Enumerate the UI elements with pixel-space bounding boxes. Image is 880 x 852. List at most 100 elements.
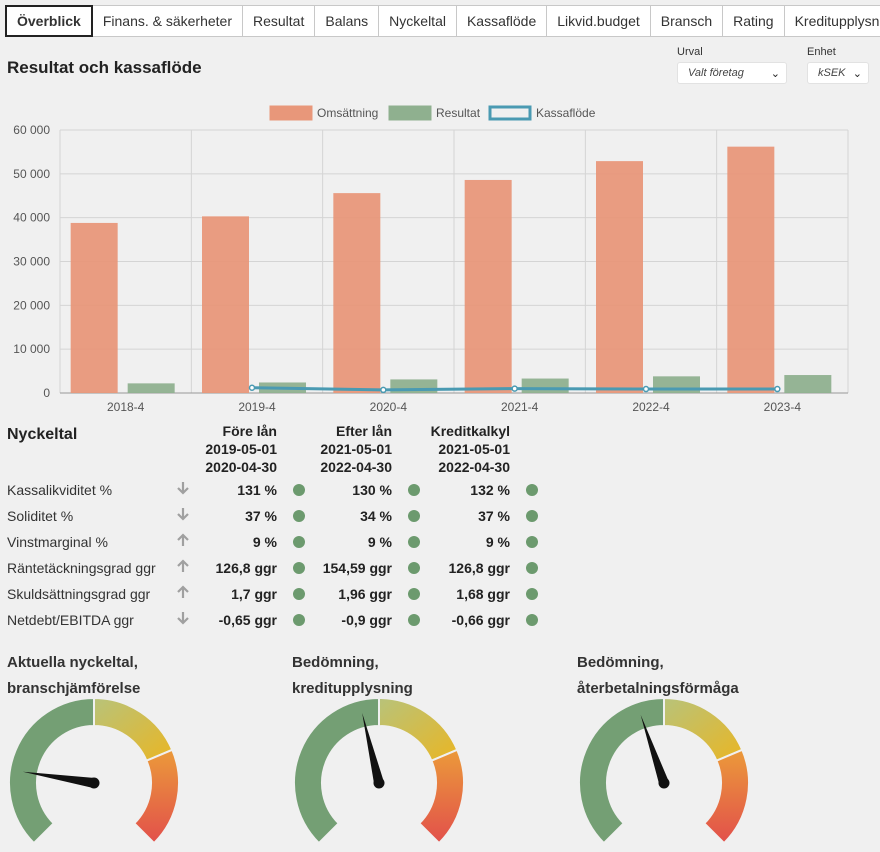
gauge-title-line: kreditupplysning — [292, 680, 413, 697]
tab-kassaflode[interactable]: Kassaflöde — [456, 5, 548, 37]
column-header: Kreditkalkyl 2021-05-01 2022-04-30 — [390, 422, 510, 476]
trend-indicator — [176, 585, 190, 602]
enhet-group: Enhet kSEK ⌄ — [807, 46, 869, 84]
trend-indicator — [176, 611, 190, 628]
chart: 0 10 000 20 000 30 000 40 000 50 000 60 000 201… — [13, 105, 849, 414]
gauge-segment-red — [132, 748, 180, 845]
column-header-to: 2020-04-30 — [205, 459, 277, 475]
tab-nyckeltal[interactable]: Nyckeltal — [379, 5, 457, 37]
x-tick-label: 2021-4 — [501, 400, 539, 414]
column-header-to: 2022-04-30 — [438, 459, 510, 475]
gauge-segment-yellow — [663, 696, 744, 763]
status-dot — [293, 510, 305, 522]
metric-label: Kassalikviditet % — [7, 482, 113, 498]
status-dot — [293, 614, 305, 626]
gauge-title-line: branschjämförelse — [7, 680, 141, 697]
tab-rating[interactable]: Rating — [723, 5, 785, 37]
status-dot — [408, 536, 420, 548]
gauge-segment-red — [702, 748, 750, 845]
gauge-needle — [22, 771, 95, 788]
gauge-segment-green — [578, 696, 665, 845]
gauge-needle — [640, 714, 669, 785]
status-dot — [408, 588, 420, 600]
status-dot — [526, 562, 538, 574]
tab-overblick[interactable]: Överblick — [5, 5, 93, 37]
metric-value: 131 % — [237, 482, 277, 498]
metric-value: 130 % — [352, 482, 392, 498]
tab-kreditupplysning[interactable]: Kreditupplysning — [784, 5, 880, 37]
metric-value: 9 % — [485, 534, 510, 550]
metric-value: -0,9 ggr — [341, 612, 392, 628]
legend-swatch-omsättning — [269, 105, 313, 121]
status-dot — [408, 510, 420, 522]
tab-balans[interactable]: Balans — [315, 5, 380, 37]
status-dot — [293, 484, 305, 496]
arrow-down-icon — [177, 508, 189, 521]
tab-bar: Överblick Finans. & säkerheter Resultat … — [5, 5, 880, 37]
x-tick-label: 2023-4 — [764, 400, 802, 414]
line-point — [380, 386, 387, 394]
metric-label: Räntetäckningsgrad ggr — [7, 560, 156, 576]
gauge-hub — [88, 777, 100, 789]
tab-resultat[interactable]: Resultat — [243, 5, 316, 37]
y-tick-label: 20 000 — [13, 298, 50, 312]
y-tick-label: 60 000 — [13, 123, 50, 137]
x-tick-label: 2020-4 — [370, 400, 408, 414]
gauge-title-line: Aktuella nyckeltal, — [7, 654, 138, 671]
tab-bransch[interactable]: Bransch — [650, 5, 724, 37]
column-header-from: 2019-05-01 — [205, 441, 277, 457]
gauge-needle — [362, 712, 384, 785]
bar-omsättning — [464, 179, 512, 393]
bar-omsättning — [333, 193, 381, 393]
legend-swatch-resultat — [388, 105, 432, 121]
metric-value: 126,8 ggr — [215, 560, 277, 576]
urval-value: Valt företag — [688, 67, 744, 79]
status-dot — [408, 614, 420, 626]
status-dot — [526, 536, 538, 548]
line-point — [642, 385, 650, 393]
enhet-value: kSEK — [818, 67, 846, 79]
metric-value: -0,66 ggr — [451, 612, 510, 628]
nyckeltal-title: Nyckeltal — [7, 426, 78, 443]
gauge-segment-green — [8, 696, 95, 845]
status-dot — [408, 562, 420, 574]
arrow-up-icon — [177, 585, 189, 598]
section-title: Resultat och kassaflöde — [7, 58, 202, 77]
metric-value: 37 % — [478, 508, 510, 524]
column-header: Före lån 2019-05-01 2020-04-30 — [157, 422, 277, 476]
tab-finans-sakerheter[interactable]: Finans. & säkerheter — [92, 5, 243, 37]
chevron-down-icon: ⌄ — [852, 67, 862, 80]
gauge-title: Bedömning, kreditupplysning — [292, 650, 413, 702]
status-dot — [293, 562, 305, 574]
arrow-up-icon — [177, 559, 189, 572]
status-dot — [293, 536, 305, 548]
line-point — [511, 385, 518, 392]
gauge — [578, 696, 750, 845]
gauge-segment-yellow — [378, 696, 459, 763]
trend-indicator — [176, 559, 190, 576]
trend-indicator — [176, 507, 190, 524]
trend-indicator — [176, 481, 190, 498]
bar-resultat — [127, 383, 175, 393]
bar-resultat — [521, 378, 569, 393]
x-tick-label: 2018-4 — [107, 400, 145, 414]
urval-select[interactable]: Valt företag ⌄ — [677, 62, 787, 84]
legend-label: Resultat — [436, 106, 481, 120]
metric-label: Soliditet % — [7, 508, 74, 524]
urval-group: Urval Valt företag ⌄ — [677, 46, 787, 84]
gauge-title: Aktuella nyckeltal, branschjämförelse — [7, 650, 140, 702]
y-tick-label: 10 000 — [13, 342, 50, 356]
metric-value: 154,59 ggr — [322, 560, 392, 576]
chevron-down-icon: ⌄ — [770, 67, 780, 80]
tab-likvid-budget[interactable]: Likvid.budget — [547, 5, 651, 37]
enhet-select[interactable]: kSEK ⌄ — [807, 62, 869, 84]
metric-value: 9 % — [367, 534, 392, 550]
column-header-title: Före lån — [222, 423, 277, 439]
gauge-segment-red — [417, 748, 465, 845]
x-tick-label: 2022-4 — [632, 400, 670, 414]
status-dot — [526, 510, 538, 522]
status-dot — [526, 484, 538, 496]
x-tick-label: 2019-4 — [238, 400, 276, 414]
line-point — [774, 385, 781, 393]
gauge — [8, 696, 180, 845]
